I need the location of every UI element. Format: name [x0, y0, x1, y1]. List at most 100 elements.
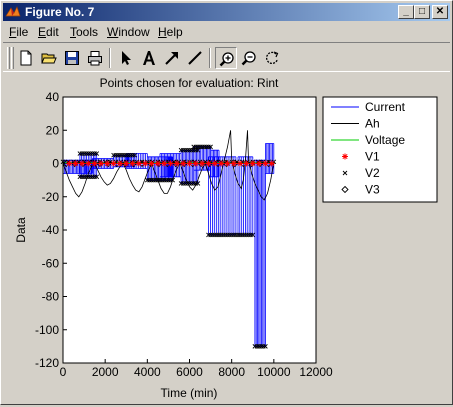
legend[interactable]: Current Ah Voltage V1 V2 V3 [322, 96, 438, 203]
v1-marker [186, 160, 193, 167]
v1-marker [243, 160, 250, 167]
new-figure-button[interactable] [15, 47, 37, 69]
menu-bar: File Edit Tools Window Help [3, 23, 450, 41]
x-tick-label: 10000 [257, 365, 291, 379]
v1-marker [142, 160, 149, 167]
v1-marker [167, 160, 174, 167]
v2-marker [132, 152, 138, 158]
v2-marker [94, 174, 100, 180]
insert-line-icon [188, 51, 202, 65]
y-tick-label: -120 [35, 356, 59, 370]
menu-help[interactable]: Help [158, 25, 183, 39]
open-folder-icon [41, 53, 57, 64]
x-axis-label: Time (min) [161, 386, 218, 400]
legend-label: V1 [365, 150, 380, 164]
legend-box [322, 96, 438, 203]
legend-marker-v3 [341, 185, 349, 194]
insert-text-button[interactable] [138, 47, 160, 69]
y-tick-label: 40 [46, 90, 60, 104]
axes-box [62, 96, 317, 364]
legend-label: Current [365, 100, 406, 114]
v1-marker [262, 160, 269, 167]
v1-marker [97, 160, 104, 167]
edit-plot-button[interactable] [115, 47, 137, 69]
title-bar[interactable]: Figure No. 7 _ □ ✕ [3, 3, 450, 21]
plot-area[interactable] [63, 97, 316, 363]
figure-toolbar [3, 42, 450, 72]
menu-edit[interactable]: Edit [38, 25, 59, 39]
y-tick-label: -60 [42, 256, 60, 270]
v1-marker [230, 160, 237, 167]
y-tick-label: -100 [35, 323, 59, 337]
zoom-in-button[interactable] [215, 47, 237, 69]
print-figure-button[interactable] [84, 47, 106, 69]
window-title: Figure No. 7 [25, 5, 95, 19]
v2-marker [208, 144, 213, 150]
v1-marker [85, 160, 92, 167]
select-arrow-icon [122, 51, 131, 65]
legend-marker-v1 [342, 153, 348, 160]
toolbar-grip[interactable] [11, 47, 14, 69]
v1-marker [192, 160, 199, 167]
maximize-button[interactable]: □ [414, 5, 430, 19]
x-tick-label: 4000 [134, 365, 161, 379]
v1-marker [199, 160, 206, 167]
zoom-out-icon [241, 51, 256, 66]
rotate-3d-button[interactable] [261, 47, 283, 69]
insert-arrow-button[interactable] [161, 47, 183, 69]
v1-marker [123, 160, 130, 167]
x-tick-label: 12000 [299, 365, 333, 379]
v1-marker [173, 160, 180, 167]
toolbar-separator [209, 48, 211, 68]
matlab-logo-icon [5, 6, 21, 17]
v1-marker [224, 160, 231, 167]
v1-marker [116, 160, 123, 167]
x-tick-label: 2000 [92, 365, 119, 379]
v1-marker [78, 160, 85, 167]
figure-canvas: Points chosen for evaluation: Rint 0 2000… [3, 73, 450, 402]
v1-marker [256, 160, 263, 167]
v1-marker [249, 160, 256, 167]
save-figure-button[interactable] [61, 47, 83, 69]
legend-label: V2 [365, 166, 380, 180]
v2-marker [250, 232, 256, 238]
v1-marker [154, 160, 161, 167]
v1-marker [91, 160, 98, 167]
v1-marker [205, 160, 212, 167]
open-file-button[interactable] [38, 47, 60, 69]
menu-file[interactable]: File [9, 25, 29, 39]
v1-marker [66, 160, 73, 167]
rotate-3d-icon [266, 51, 279, 65]
y-axis-label: Data [14, 217, 28, 243]
close-button[interactable]: ✕ [432, 5, 448, 19]
x-tick-label: 0 [60, 365, 67, 379]
v1-marker [211, 160, 218, 167]
x-tick-label: 6000 [176, 365, 203, 379]
zoom-out-button[interactable] [238, 47, 260, 69]
menu-tools[interactable]: Tools [70, 25, 99, 39]
legend-label: Ah [365, 117, 380, 131]
menu-window[interactable]: Window [107, 25, 150, 39]
insert-arrow-icon [165, 52, 178, 65]
v1-marker [110, 160, 117, 167]
toolbar-grip[interactable] [7, 47, 10, 69]
y-tick-label: -80 [42, 290, 60, 304]
plot-svg: Points chosen for evaluation: Rint 0 2000… [14, 76, 438, 400]
y-tick-label: -40 [42, 223, 60, 237]
v1-marker [72, 160, 79, 167]
minimize-button[interactable]: _ [398, 5, 414, 19]
y-tick-label: 0 [52, 157, 59, 171]
save-icon [65, 51, 79, 65]
chart-title: Points chosen for evaluation: Rint [100, 76, 279, 90]
legend-label: V3 [365, 183, 380, 197]
new-file-icon [20, 50, 32, 66]
zoom-in-icon [219, 52, 234, 67]
v2-marker [195, 147, 201, 153]
legend-marker-v2 [342, 170, 348, 176]
v1-marker [237, 160, 244, 167]
v1-marker [129, 160, 136, 167]
insert-text-icon [143, 51, 155, 65]
insert-line-button[interactable] [184, 47, 206, 69]
v1-marker [180, 160, 187, 167]
